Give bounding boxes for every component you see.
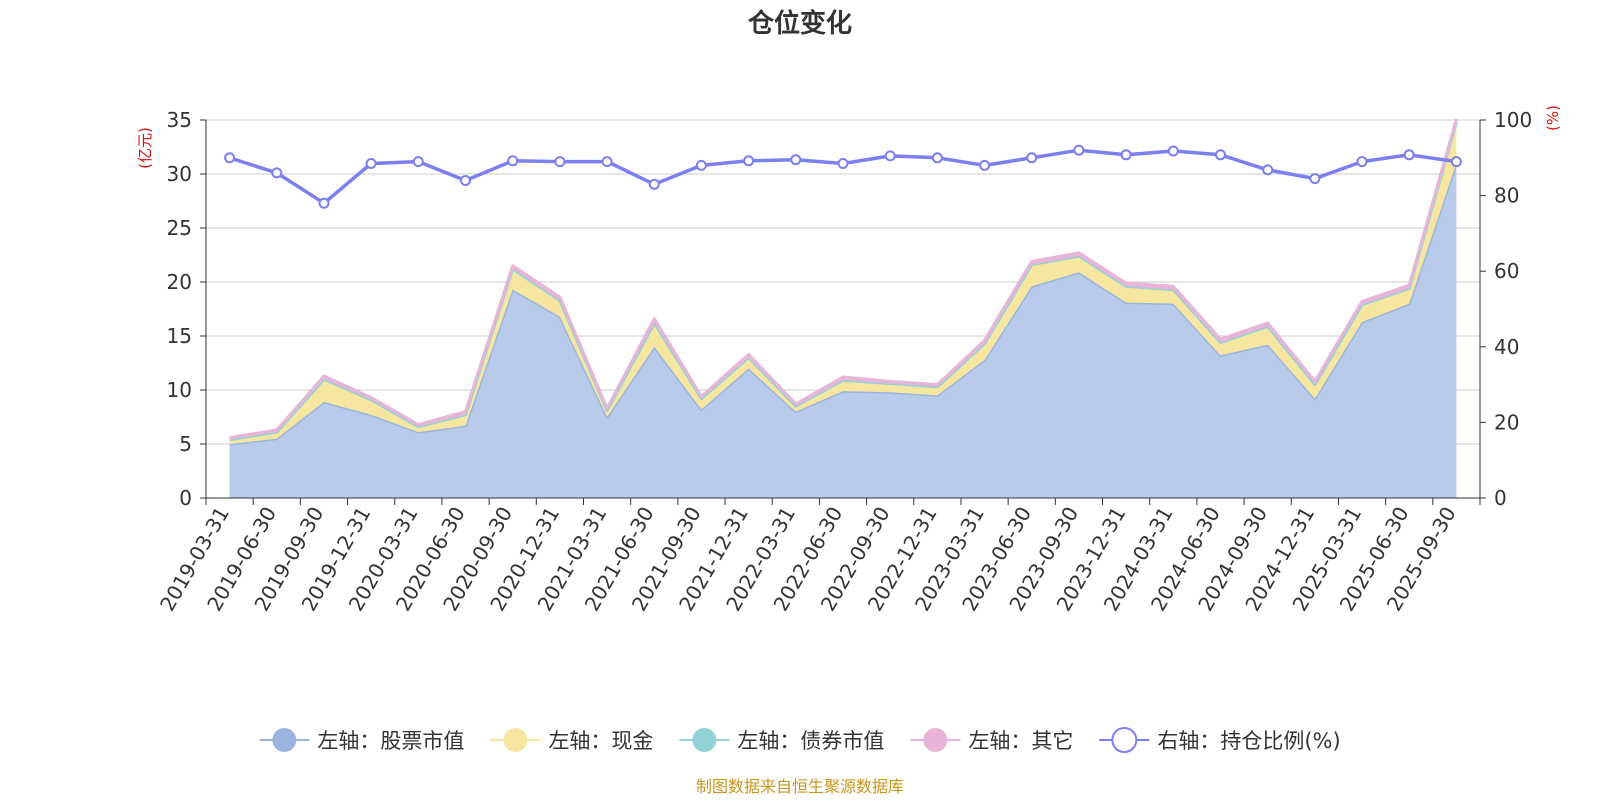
ratio-point [1026,152,1038,164]
legend-label: 右轴：持仓比例(%) [1157,729,1340,753]
ratio-point [365,158,377,169]
legend-circle-icon [692,728,717,752]
ratio-point [1403,149,1415,161]
left-axis-tick-label: 5 [179,432,192,456]
ratio-point [979,159,991,171]
right-axis-tick-label: 60 [1494,259,1519,283]
legend-item[interactable]: 左轴：其它 [910,728,1073,753]
ratio-point [1120,149,1132,161]
grid-lines [206,119,1480,445]
area-edge-line [229,118,1458,439]
ratio-point [224,152,236,164]
ratio-point [648,178,660,190]
ratio-point [1167,145,1179,157]
right-axis-tick-label: 40 [1494,335,1519,359]
legend-circle-icon [272,728,297,752]
ratio-line-group [224,144,1462,209]
left-axis-tick-label: 20 [167,270,192,294]
left-axis-tick-label: 10 [167,378,192,402]
left-axis-tick-label: 0 [179,486,192,510]
ratio-point [507,155,519,167]
ratio-point [1073,144,1085,156]
ratio-point [884,150,896,162]
ratio-point [601,156,613,168]
ratio-point [318,197,330,209]
ratio-point [931,152,943,164]
left-axis-tick-label: 15 [167,324,192,348]
ratio-point [1309,173,1321,185]
ratio-point [837,158,849,169]
legend-label: 左轴：现金 [548,729,653,753]
legend[interactable]: 左轴：股票市值 左轴：现金 左轴：债券市值 左轴：其它 右轴：持仓比例(%) [259,727,1341,753]
ratio-point [743,155,755,167]
ratio-point [271,167,283,179]
ratio-point [1356,156,1368,168]
right-axis-tick-label: 100 [1494,108,1532,132]
ratio-point [1215,149,1226,161]
legend-item[interactable]: 左轴：债券市值 [679,728,884,753]
left-axis-tick-label: 30 [167,162,192,186]
right-axis-tick-label: 80 [1494,184,1519,208]
right-axis-tick-label: 20 [1494,410,1519,434]
ratio-point [1262,164,1274,176]
left-axis-tick-label: 25 [167,216,192,240]
legend-circle-icon [503,728,528,752]
left-axis-unit: (亿元) [136,127,154,169]
chart-title: 仓位变化 [747,8,852,39]
data-source-note: 制图数据来自恒生聚源数据库 [696,777,904,796]
area-fill [229,163,1457,498]
legend-label: 左轴：债券市值 [737,729,884,753]
legend-item[interactable]: 右轴：持仓比例(%) [1099,727,1341,753]
ratio-point [695,159,707,171]
legend-label: 左轴：股票市值 [317,729,464,753]
ratio-point [554,156,566,168]
legend-circle-icon [923,728,948,752]
area-series-group [229,118,1458,498]
ratio-point [1450,156,1462,168]
legend-circle-icon [1111,727,1138,753]
legend-item[interactable]: 左轴：股票市值 [259,728,464,753]
ratio-point [790,154,802,166]
ratio-point [412,156,424,168]
legend-label: 左轴：其它 [968,729,1073,753]
legend-item[interactable]: 左轴：现金 [490,728,653,753]
left-axis-tick-label: 35 [167,108,192,132]
ratio-point [460,175,471,186]
right-axis-unit: (%) [1544,105,1562,131]
right-axis-tick-label: 0 [1494,486,1507,510]
